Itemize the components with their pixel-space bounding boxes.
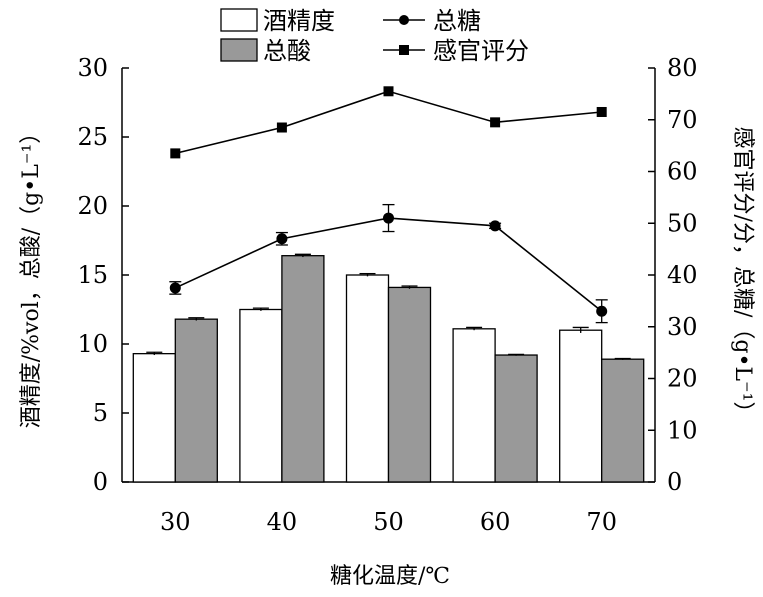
right-tick-label: 60 (667, 158, 698, 186)
point-sensory-score (596, 106, 607, 117)
left-axis-title: 酒精度/%vol，总酸/（g•L⁻¹） (19, 122, 44, 429)
right-tick-label: 50 (667, 209, 698, 237)
point-sensory-score (383, 86, 394, 97)
left-tick-label: 5 (93, 399, 108, 427)
bar-acid (174, 318, 218, 483)
x-tick-label: 70 (586, 508, 617, 536)
bar-alcohol (559, 329, 603, 483)
x-tick-label: 30 (160, 508, 191, 536)
bar-alcohol (345, 274, 390, 483)
legend-alcohol-label: 酒精度 (263, 7, 335, 35)
bar-acid (387, 286, 432, 483)
line-sensory-score (175, 90, 602, 155)
right-tick-label: 40 (667, 261, 698, 289)
point-total-sugar (489, 220, 501, 232)
left-tick-label: 25 (77, 123, 108, 151)
bar-alcohol (239, 308, 283, 483)
legend-total-sugar-label: 总糖 (433, 7, 481, 35)
plot-area: 0 5 10 15 20 25 30 0 10 20 30 40 50 60 70 80 30 40 50 60 70 酒… (77, 7, 697, 536)
bar-acid (281, 255, 325, 483)
left-tick-label: 20 (77, 192, 108, 220)
x-axis-title: 糖化温度/℃ (330, 564, 450, 589)
point-total-sugar (596, 305, 608, 317)
bar-acid (601, 358, 645, 483)
left-tick-label: 15 (77, 261, 108, 289)
right-tick-label: 80 (667, 54, 698, 82)
legend-sensory-score-label: 感官评分 (433, 37, 529, 65)
point-sensory-score (276, 122, 287, 133)
right-tick-label: 10 (667, 416, 698, 444)
right-tick-label: 0 (667, 468, 682, 496)
x-tick-label: 60 (480, 508, 511, 536)
left-tick-label: 30 (77, 54, 108, 82)
point-sensory-score (490, 117, 501, 128)
legend-alcohol-swatch (220, 8, 258, 32)
legend-total-sugar-marker (399, 15, 409, 25)
right-axis-title: 感官评分/分，总糖/（g•L⁻¹） (730, 127, 755, 424)
legend-acid-label: 总酸 (263, 37, 311, 65)
legend-acid-swatch (220, 38, 258, 62)
point-total-sugar (383, 212, 394, 224)
bar-acid (494, 354, 538, 483)
point-total-sugar (169, 282, 181, 294)
legend-sensory-score-marker (399, 45, 409, 55)
right-tick-label: 30 (667, 313, 698, 341)
left-tick-label: 0 (93, 468, 108, 496)
bar-alcohol (132, 353, 176, 483)
point-sensory-score (170, 148, 181, 159)
x-tick-label: 50 (373, 508, 404, 536)
right-tick-label: 70 (667, 106, 698, 134)
left-tick-label: 10 (77, 330, 108, 358)
point-total-sugar (276, 233, 288, 245)
bar-alcohol (452, 328, 496, 483)
x-tick-label: 40 (267, 508, 298, 536)
right-tick-label: 20 (667, 365, 698, 393)
